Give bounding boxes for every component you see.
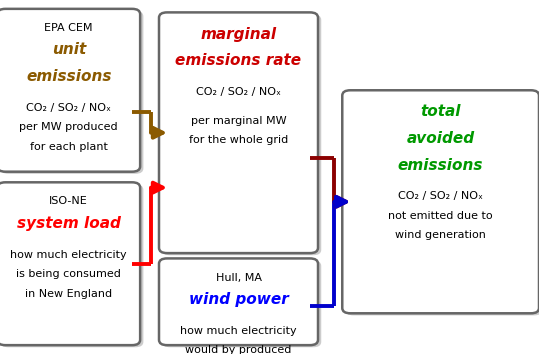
Text: EPA CEM: EPA CEM [45, 23, 93, 33]
Text: CO₂ / SO₂ / NOₓ: CO₂ / SO₂ / NOₓ [398, 191, 483, 201]
FancyBboxPatch shape [342, 90, 539, 313]
FancyBboxPatch shape [162, 15, 321, 255]
Text: wind generation: wind generation [395, 230, 486, 240]
Text: ISO-NE: ISO-NE [50, 196, 88, 206]
FancyBboxPatch shape [162, 261, 321, 347]
Text: unit: unit [52, 42, 86, 57]
FancyBboxPatch shape [159, 12, 318, 253]
FancyBboxPatch shape [159, 258, 318, 345]
FancyBboxPatch shape [1, 184, 143, 347]
Text: how much electricity: how much electricity [10, 250, 127, 259]
Text: emissions: emissions [398, 158, 483, 172]
Text: wind power: wind power [189, 292, 288, 307]
Text: Hull, MA: Hull, MA [216, 273, 261, 282]
FancyBboxPatch shape [0, 182, 140, 345]
Text: per MW produced: per MW produced [19, 122, 118, 132]
Text: CO₂ / SO₂ / NOₓ: CO₂ / SO₂ / NOₓ [196, 87, 281, 97]
Text: emissions: emissions [26, 69, 112, 84]
Text: for each plant: for each plant [30, 142, 108, 152]
Text: not emitted due to: not emitted due to [388, 211, 493, 221]
Text: per marginal MW: per marginal MW [191, 116, 286, 126]
Text: system load: system load [17, 216, 121, 231]
Text: CO₂ / SO₂ / NOₓ: CO₂ / SO₂ / NOₓ [26, 103, 111, 113]
Text: would by produced: would by produced [185, 345, 292, 354]
Text: is being consumed: is being consumed [16, 269, 121, 279]
FancyBboxPatch shape [345, 92, 539, 315]
Text: marginal: marginal [201, 27, 277, 41]
FancyBboxPatch shape [1, 11, 143, 174]
Text: in New England: in New England [25, 289, 112, 298]
FancyBboxPatch shape [0, 9, 140, 172]
Text: avoided: avoided [406, 131, 475, 146]
Text: how much electricity: how much electricity [180, 326, 297, 336]
Text: total: total [420, 104, 461, 119]
Text: for the whole grid: for the whole grid [189, 136, 288, 145]
Text: emissions rate: emissions rate [176, 53, 301, 68]
